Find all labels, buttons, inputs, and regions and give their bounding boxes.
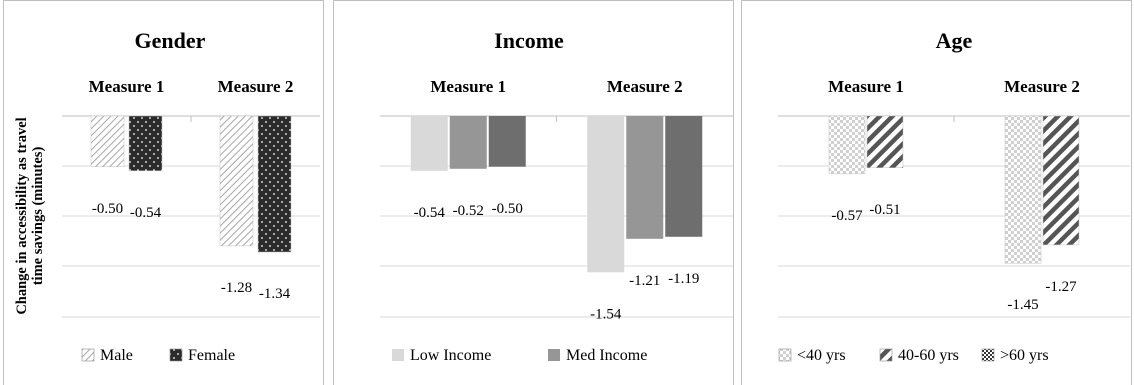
legend-swatch xyxy=(548,349,560,361)
data-label: -0.52 xyxy=(453,203,484,219)
data-label: -1.19 xyxy=(668,271,699,287)
data-label: -1.28 xyxy=(221,280,252,296)
chart-title: Gender xyxy=(135,28,206,53)
data-label: -1.34 xyxy=(259,286,291,302)
legend-label: <40 yrs xyxy=(797,347,846,364)
data-label: -0.54 xyxy=(414,205,446,221)
legend-label: Low Income xyxy=(410,347,491,364)
bar--40-yrs xyxy=(1004,115,1042,264)
bar-male xyxy=(90,115,125,167)
legend-swatch xyxy=(81,348,95,362)
data-label: -1.54 xyxy=(590,306,622,322)
category-label: Measure 1 xyxy=(89,77,165,96)
chart-panel-gender: Gender Measure 1 -0.50 -0.54 Measure 2 -1.28-… xyxy=(3,0,324,385)
bar-low-income xyxy=(410,116,448,171)
legend-label: >60 yrs xyxy=(1000,347,1049,364)
data-label: -1.45 xyxy=(1007,297,1038,313)
category-label: Measure 1 xyxy=(430,77,506,96)
legend-swatch xyxy=(879,348,893,362)
chart-panel-age: Age Measure 1 -0.57 -0.51 Measure 2 -1.45 -1.2… xyxy=(741,0,1132,385)
data-label: -0.50 xyxy=(492,201,523,217)
data-label: -0.50 xyxy=(92,201,123,217)
y-axis-label-line: time savings (minutes) xyxy=(30,147,46,286)
data-label: -1.21 xyxy=(629,273,660,289)
legend-swatch xyxy=(169,348,183,362)
legend-swatch xyxy=(392,349,404,361)
data-label: -0.51 xyxy=(869,202,900,218)
legend-swatch xyxy=(778,348,792,362)
panel-border xyxy=(333,0,734,385)
panel-border xyxy=(3,0,324,385)
bar-40-60-yrs xyxy=(866,115,904,169)
bar-female xyxy=(128,115,163,172)
y-axis-label-line: Change in accessibility as travel xyxy=(14,117,30,314)
chart-panel-income: Income Measure 1 -0.54 -0.52 -0.50 Measure 2 -… xyxy=(333,0,734,385)
bar-female xyxy=(257,115,292,253)
bar-med-income xyxy=(626,116,664,239)
legend-label: 40-60 yrs xyxy=(898,347,959,364)
bar-male xyxy=(219,115,254,247)
data-label: -0.54 xyxy=(130,205,162,221)
y-axis-label: Change in accessibility as traveltime sa… xyxy=(14,117,46,314)
data-label: -0.57 xyxy=(831,208,863,224)
bar-low-income xyxy=(587,116,625,273)
category-label: Measure 2 xyxy=(218,77,294,96)
category-label: Measure 2 xyxy=(1004,77,1080,96)
chart-title: Income xyxy=(494,28,564,53)
bar-med-income xyxy=(449,116,487,169)
bar--40-yrs xyxy=(828,115,866,175)
chart-title: Age xyxy=(936,28,973,53)
legend-swatch xyxy=(981,348,995,362)
category-label: Measure 2 xyxy=(607,77,683,96)
bar-series-3 xyxy=(488,116,526,167)
panel-border xyxy=(741,0,1132,385)
bar-series-3 xyxy=(665,116,703,237)
legend-label: Female xyxy=(188,347,235,364)
legend-label: Med Income xyxy=(566,347,647,364)
legend-label: Male xyxy=(100,347,133,364)
bar-40-60-yrs xyxy=(1042,115,1080,246)
category-label: Measure 1 xyxy=(828,77,904,96)
data-label: -1.27 xyxy=(1045,279,1077,295)
